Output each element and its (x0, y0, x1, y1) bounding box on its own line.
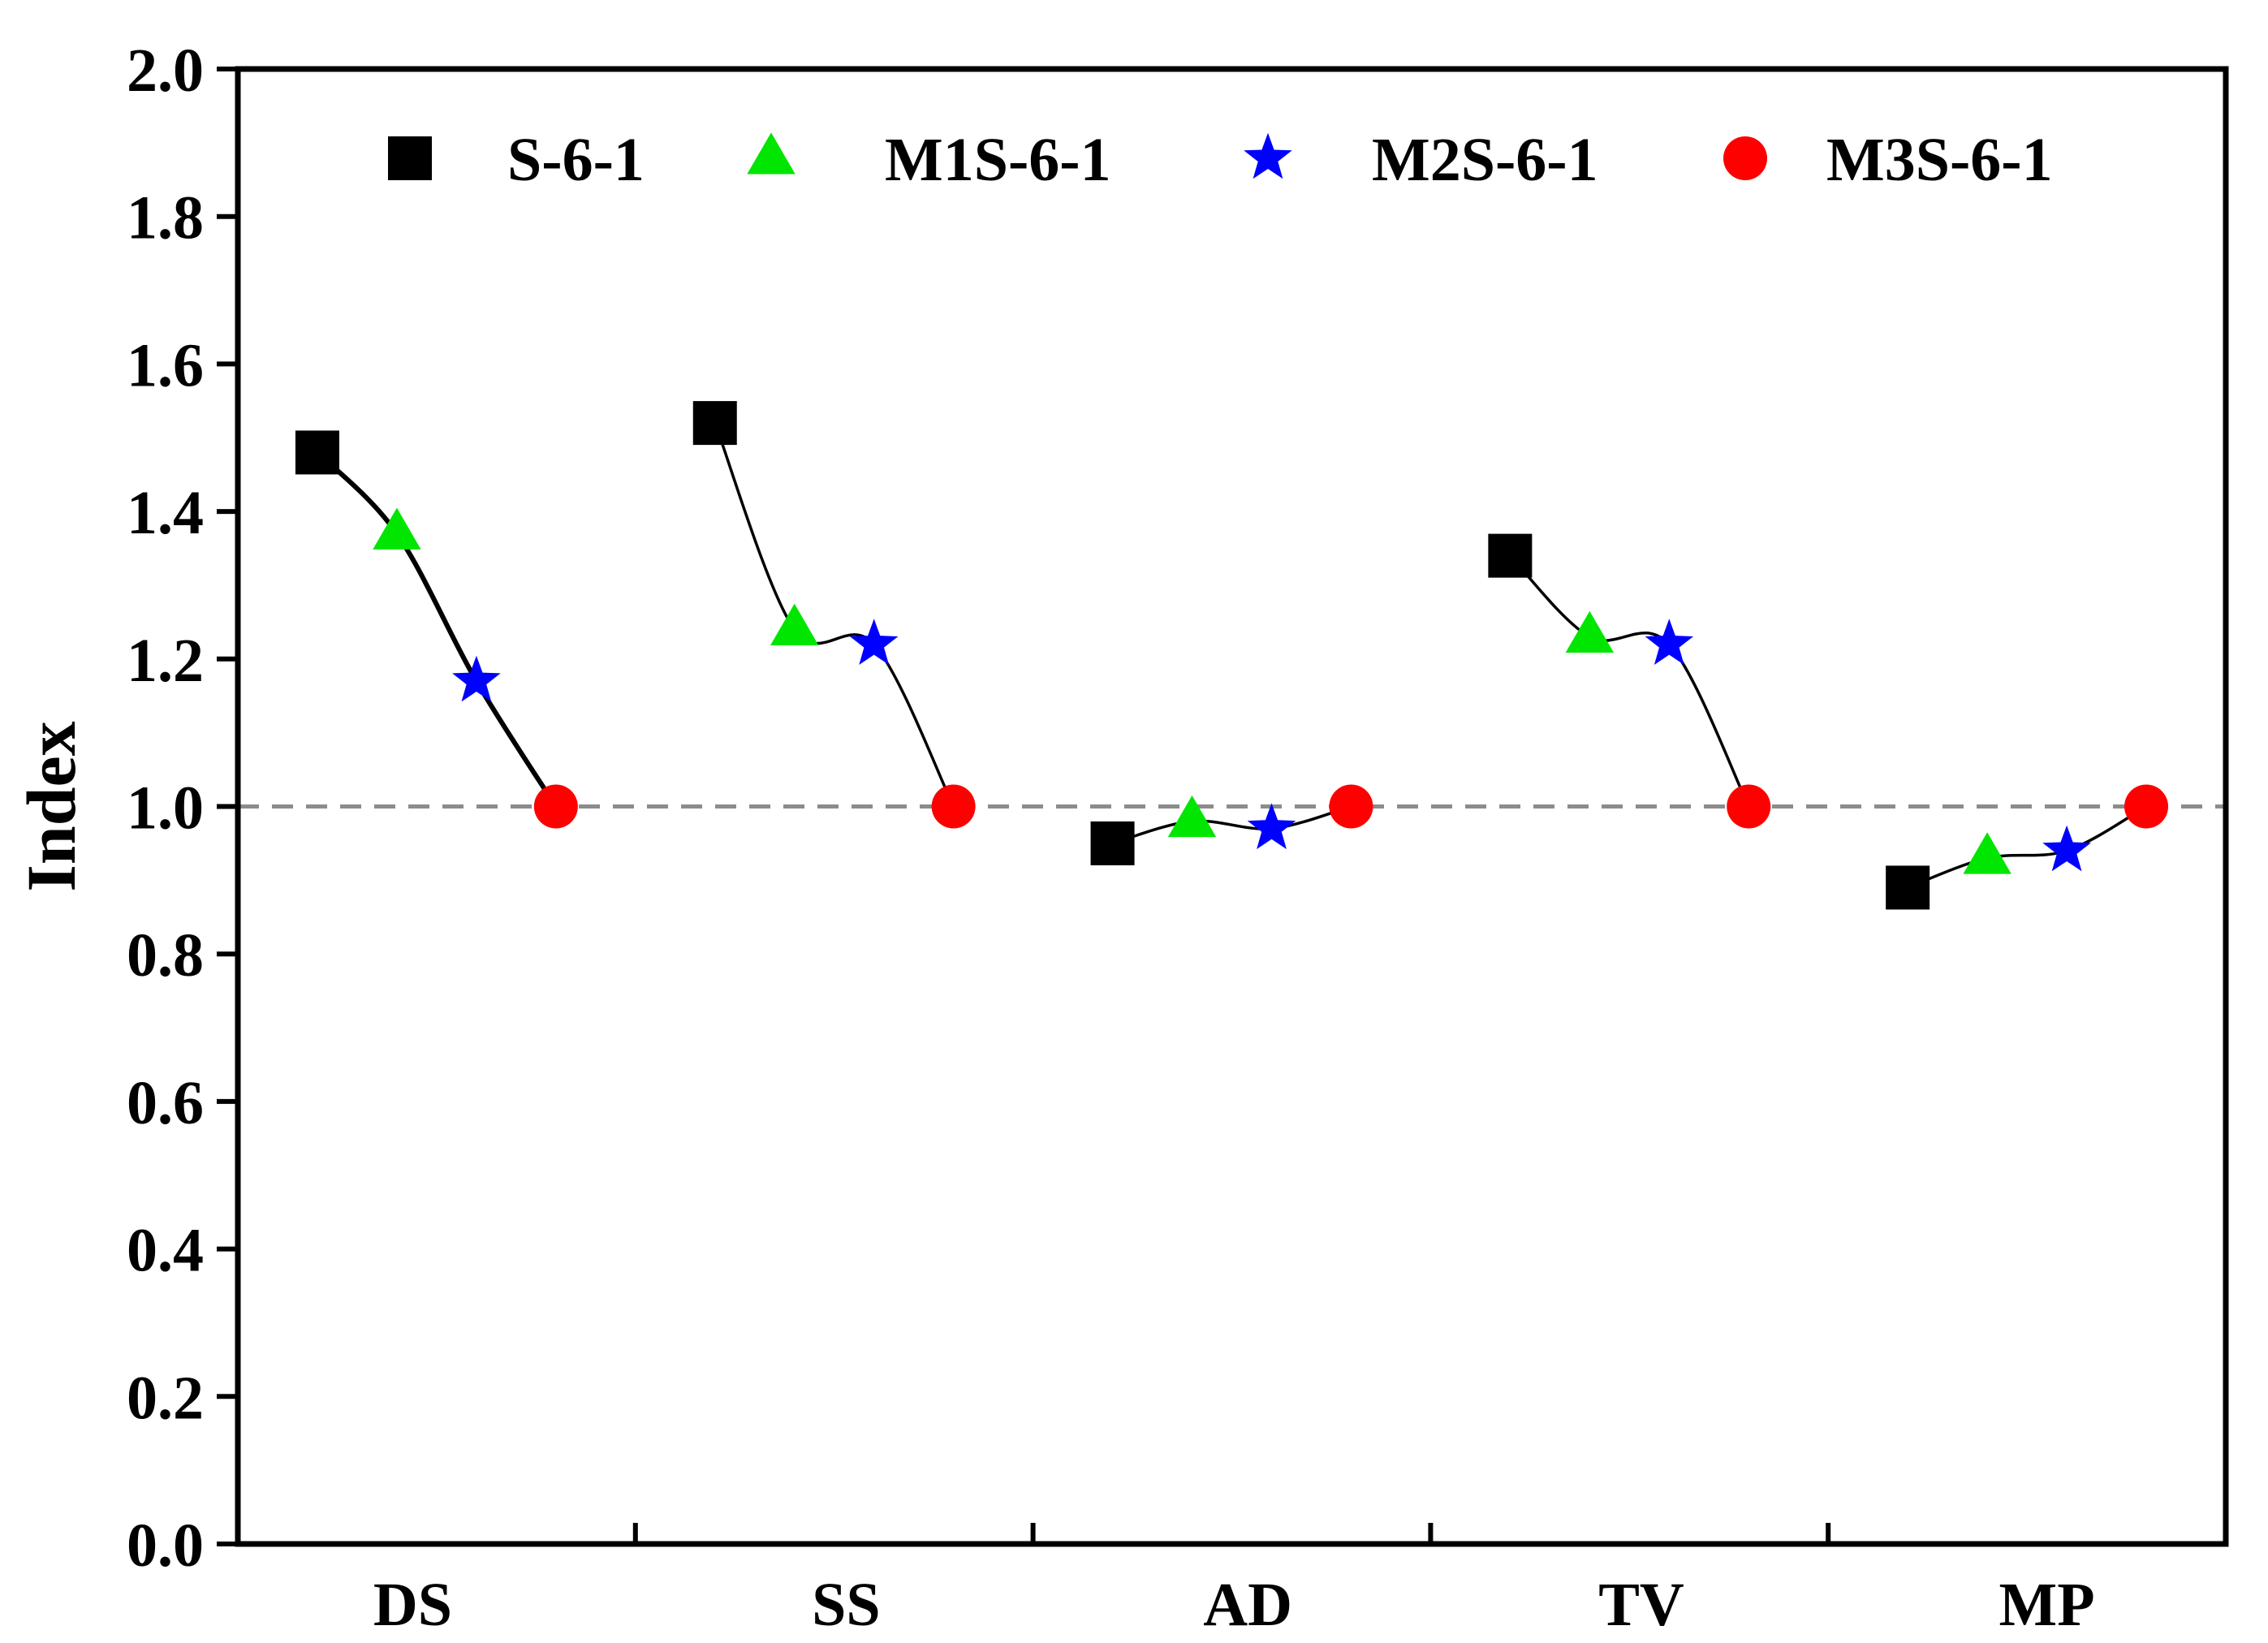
y-tick-label: 1.4 (127, 479, 204, 547)
connector-curve (1112, 804, 1352, 845)
data-point-star (1645, 619, 1694, 665)
data-point-triangle (1963, 832, 2011, 874)
connector-curve (315, 451, 558, 809)
data-point-square (1090, 821, 1135, 865)
legend-marker-circle (1723, 136, 1767, 180)
data-point-triangle (1167, 795, 1217, 838)
data-point-circle (533, 784, 578, 829)
legend-marker-square (388, 136, 432, 180)
y-tick-label: 1.2 (127, 627, 204, 695)
data-point-square (692, 401, 737, 446)
x-category-label: SS (812, 1571, 881, 1639)
x-category-label: DS (373, 1571, 452, 1639)
data-point-star (1247, 803, 1296, 850)
y-axis-title: Index (12, 721, 90, 891)
data-point-triangle (373, 507, 421, 550)
y-tick-label: 0.6 (127, 1069, 204, 1137)
data-point-circle (1727, 784, 1771, 829)
x-category-label: MP (1999, 1571, 2095, 1639)
x-category-label: TV (1598, 1571, 1684, 1639)
data-point-star (849, 619, 899, 665)
data-point-star (2042, 825, 2091, 872)
legend-marker-triangle (747, 132, 796, 175)
y-tick-label: 0.4 (127, 1217, 204, 1285)
legend: S-6-1 M1S-6-1 M2S-6-1 M3S-6-1 (388, 126, 2053, 194)
y-tick-label: 2.0 (127, 37, 204, 105)
data-point-triangle (770, 603, 819, 645)
data-point-square (1488, 533, 1533, 578)
axis-layer: 0.0 0.2 0.4 0.6 0.8 1.0 1.2 1.4 1.6 1.8 2.0 DS SS AD T… (127, 37, 2095, 1639)
y-tick-label: 1.0 (127, 774, 204, 843)
legend-label: S-6-1 (507, 126, 645, 194)
data-point-circle (2124, 784, 2169, 829)
connector-curve (1907, 804, 2147, 890)
connector-curve (1509, 554, 1750, 808)
legend-label: M3S-6-1 (1826, 126, 2053, 194)
y-tick-label: 0.0 (127, 1511, 204, 1580)
x-category-label: AD (1203, 1571, 1292, 1639)
legend-marker-star (1244, 132, 1292, 179)
data-point-square (1886, 865, 1930, 910)
data-point-circle (1329, 784, 1373, 829)
y-tick-label: 1.6 (127, 331, 204, 399)
connector-curve (714, 422, 955, 808)
data-point-circle (931, 784, 976, 829)
curve-layer (315, 422, 2147, 890)
marker-layer (295, 401, 2169, 910)
y-tick-label: 1.8 (127, 184, 204, 252)
legend-label: M1S-6-1 (885, 126, 1111, 194)
y-tick-label: 0.8 (127, 921, 204, 990)
y-tick-label: 0.2 (127, 1364, 204, 1432)
data-point-triangle (1565, 610, 1615, 653)
data-point-square (295, 430, 339, 475)
data-point-star (452, 655, 501, 702)
legend-label: M2S-6-1 (1372, 126, 1598, 194)
